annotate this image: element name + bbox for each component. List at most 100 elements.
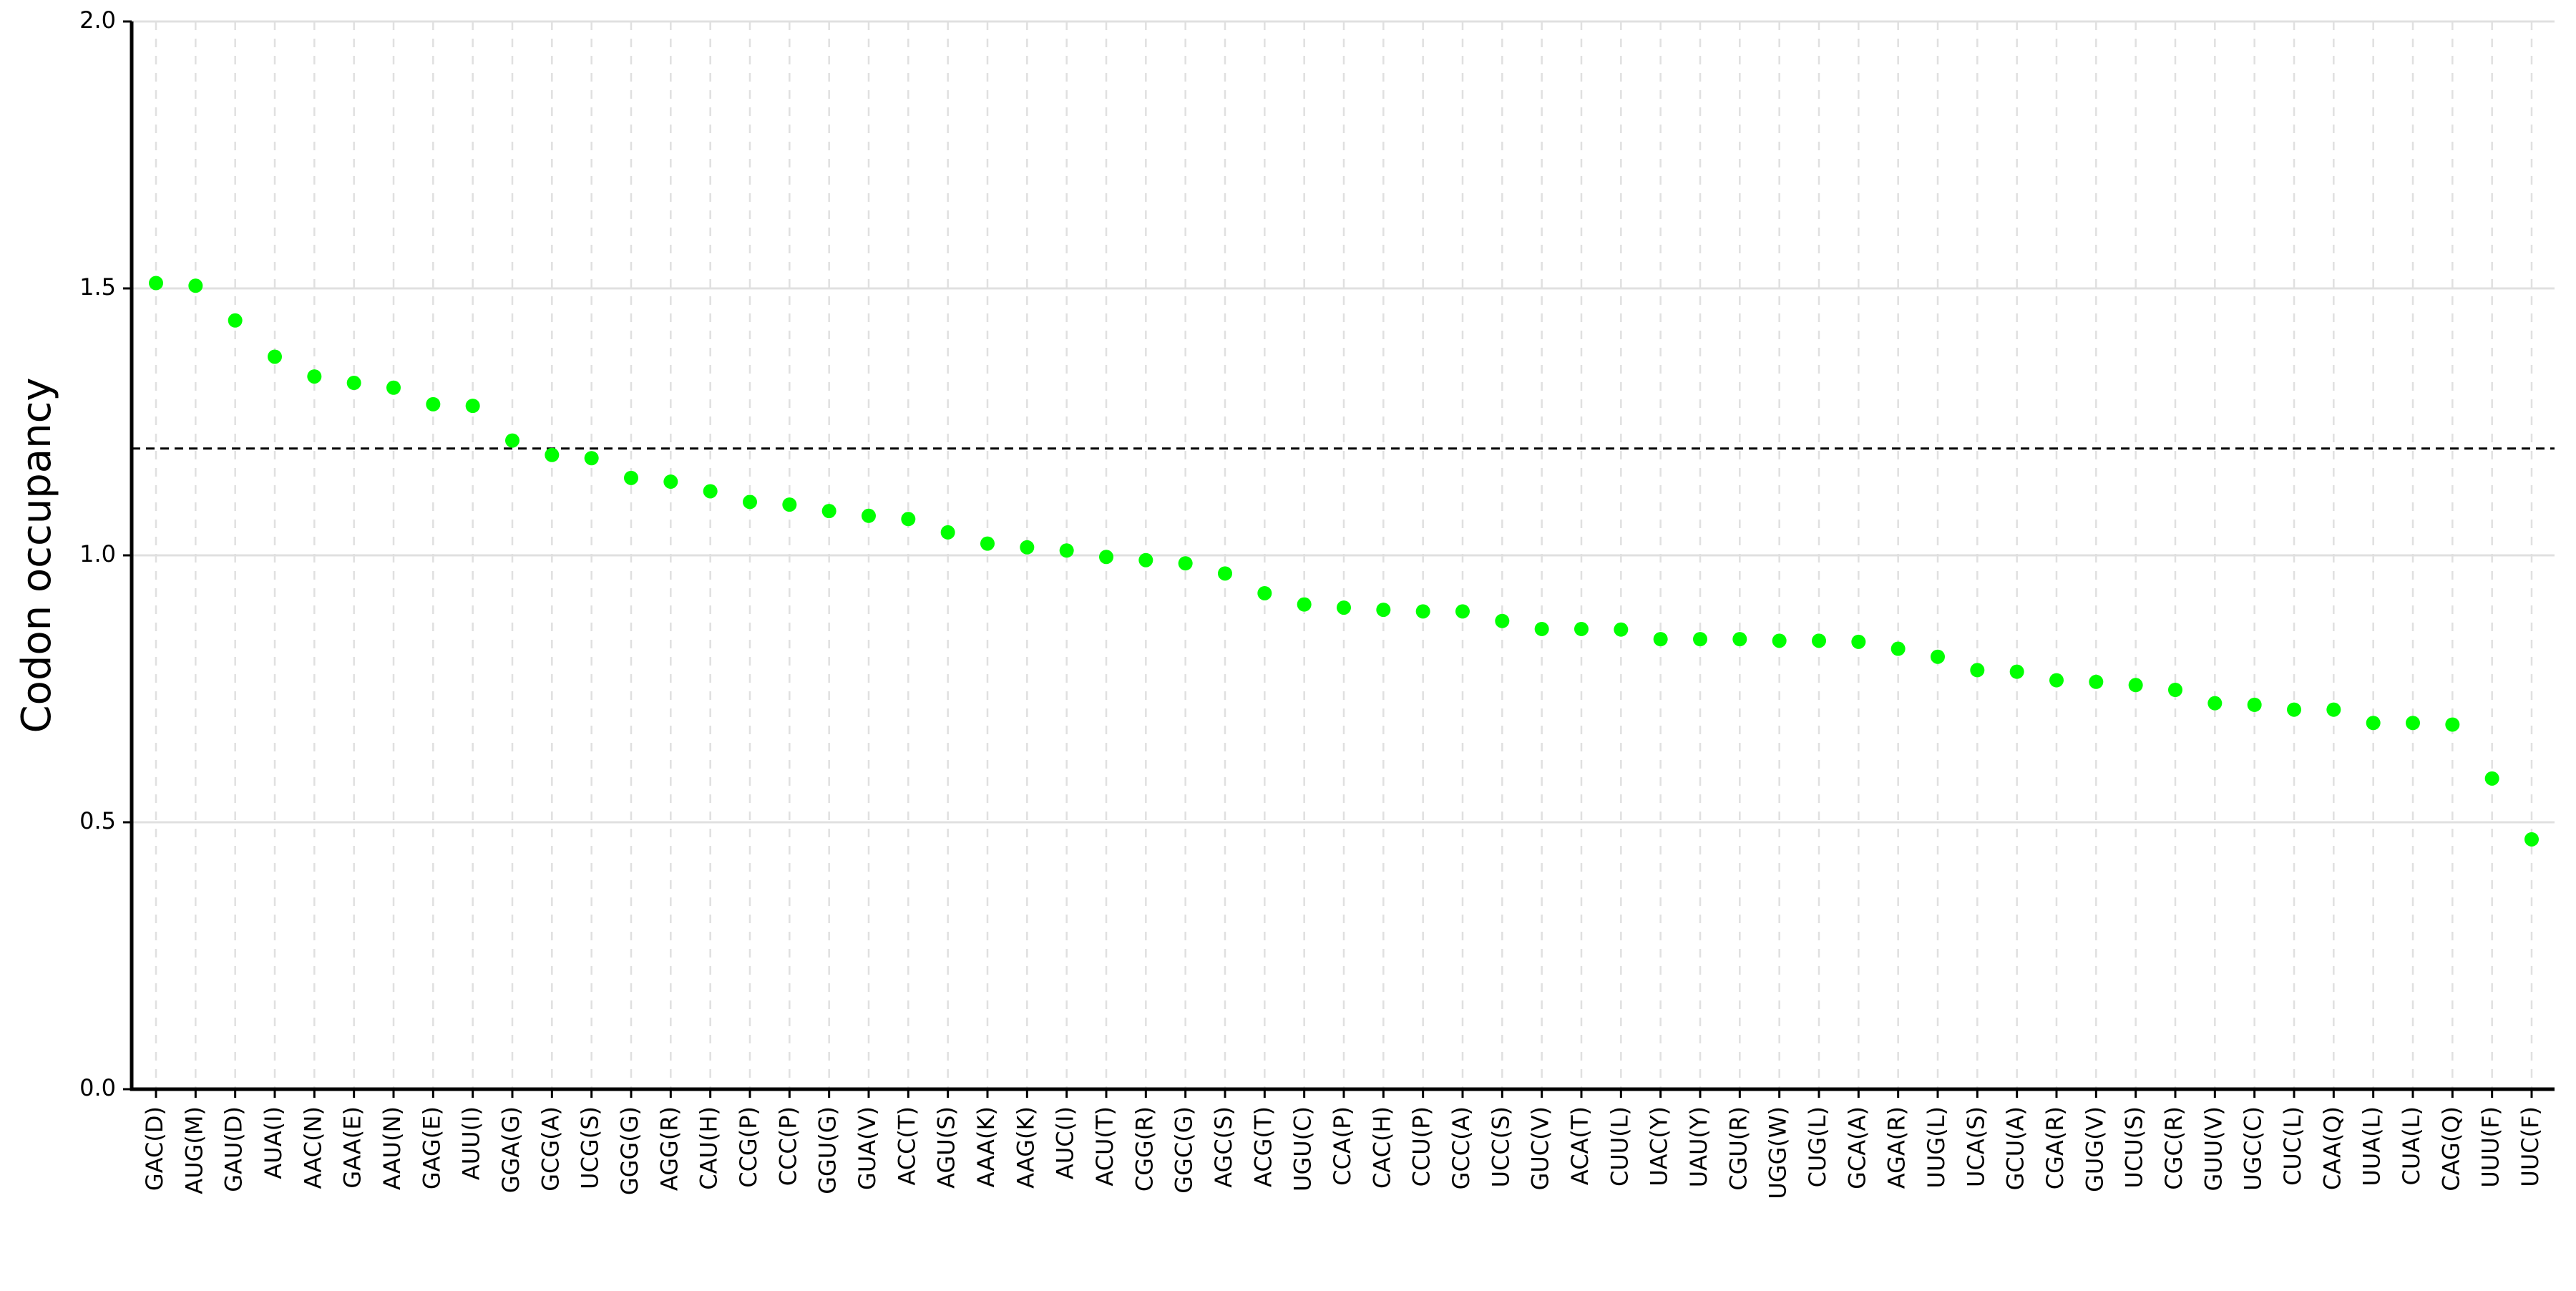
- x-tick-label: GGG(G): [616, 1106, 643, 1195]
- x-tick-label: CGA(R): [2041, 1106, 2069, 1189]
- x-tick-label: UUA(L): [2358, 1106, 2386, 1187]
- x-tick-label: GCG(A): [537, 1106, 564, 1192]
- point: [901, 512, 916, 527]
- x-tick-label: UCA(S): [1962, 1106, 1989, 1187]
- x-tick-label: GGA(G): [497, 1106, 525, 1193]
- point: [465, 399, 480, 414]
- point: [268, 349, 282, 364]
- x-tick-label: GCU(A): [2002, 1106, 2029, 1190]
- point: [663, 474, 678, 489]
- x-tick-label: AAU(N): [379, 1106, 406, 1190]
- x-tick-label: GUC(V): [1527, 1106, 1554, 1190]
- x-tick-label: GAC(D): [141, 1106, 168, 1191]
- x-tick-label: GAA(E): [339, 1106, 366, 1189]
- x-tick-label: AUU(I): [458, 1106, 485, 1180]
- x-tick-label: UUC(F): [2517, 1106, 2544, 1187]
- point: [1059, 543, 1074, 558]
- point: [1415, 604, 1430, 619]
- x-tick-label: UAC(Y): [1646, 1106, 1673, 1187]
- x-tick-label: CGG(R): [1131, 1106, 1158, 1192]
- point: [782, 497, 797, 512]
- x-tick-label: GUG(V): [2081, 1106, 2108, 1192]
- x-tick-label: CAA(Q): [2318, 1106, 2346, 1190]
- point: [1337, 600, 1351, 615]
- point: [1178, 556, 1193, 571]
- point: [2445, 717, 2460, 732]
- point: [980, 536, 995, 551]
- x-tick-label: GAG(E): [418, 1106, 445, 1189]
- point: [2168, 682, 2182, 697]
- y-tick-label: 1.5: [79, 273, 116, 301]
- point: [940, 525, 955, 540]
- x-tick-label: AGC(S): [1210, 1106, 1237, 1188]
- x-tick-label: UCG(S): [577, 1106, 604, 1189]
- point: [2287, 702, 2301, 717]
- point: [1970, 663, 1985, 678]
- point: [2524, 832, 2539, 847]
- point: [2326, 702, 2341, 717]
- point: [862, 508, 876, 523]
- point: [1732, 632, 1747, 647]
- point: [228, 313, 243, 328]
- point: [2128, 678, 2143, 693]
- point: [1851, 634, 1866, 649]
- point: [1812, 633, 1826, 648]
- point: [1614, 622, 1629, 637]
- point: [2484, 771, 2499, 786]
- x-tick-label: AUA(I): [260, 1106, 287, 1179]
- point: [2406, 716, 2420, 731]
- x-tick-label: UCU(S): [2121, 1106, 2148, 1188]
- point: [1455, 604, 1470, 619]
- x-tick-label: CUC(L): [2279, 1106, 2306, 1186]
- point: [1653, 632, 1668, 647]
- x-tick-label: UUU(F): [2477, 1106, 2504, 1188]
- x-tick-label: AAC(N): [299, 1106, 326, 1189]
- point: [2247, 697, 2262, 712]
- point: [743, 495, 757, 510]
- x-tick-label: CCG(P): [735, 1106, 762, 1188]
- point: [426, 396, 441, 411]
- point: [346, 376, 361, 391]
- x-tick-label: CGC(R): [2160, 1106, 2187, 1190]
- point: [1099, 550, 1113, 565]
- x-tick-label: CGU(R): [1724, 1106, 1752, 1191]
- x-tick-label: CUA(L): [2398, 1106, 2425, 1185]
- x-tick-label: AGA(R): [1883, 1106, 1911, 1189]
- x-tick-label: AGG(R): [655, 1106, 683, 1191]
- point: [1772, 633, 1787, 648]
- x-tick-label: ACC(T): [893, 1106, 920, 1186]
- x-tick-label: UAU(Y): [1685, 1106, 1712, 1187]
- y-tick-label: 2.0: [79, 6, 116, 34]
- point: [1138, 552, 1153, 567]
- point: [2049, 673, 2064, 688]
- x-tick-label: GUU(V): [2200, 1106, 2227, 1192]
- x-tick-label: GGC(G): [1171, 1106, 1198, 1194]
- x-tick-label: AUC(I): [1052, 1106, 1079, 1179]
- point: [1931, 649, 1945, 664]
- point: [1890, 641, 1906, 656]
- point: [1020, 540, 1035, 555]
- x-tick-label: CAU(H): [696, 1106, 723, 1190]
- point: [1218, 566, 1232, 581]
- point: [505, 433, 519, 448]
- y-tick-label: 0.0: [79, 1074, 116, 1101]
- point: [149, 276, 163, 291]
- point: [188, 278, 203, 293]
- x-tick-label: ACG(T): [1249, 1106, 1277, 1187]
- x-tick-label: AGU(S): [933, 1106, 960, 1189]
- point: [1534, 621, 1549, 636]
- point: [1376, 603, 1391, 618]
- x-tick-label: CUG(L): [1804, 1106, 1831, 1187]
- x-tick-label: GAU(D): [220, 1106, 248, 1192]
- x-tick-label: CAG(Q): [2437, 1106, 2464, 1192]
- point: [821, 504, 836, 519]
- x-tick-label: UCC(S): [1487, 1106, 1514, 1187]
- x-tick-label: CUU(L): [1606, 1106, 1633, 1187]
- point: [2089, 674, 2104, 689]
- point: [386, 380, 401, 395]
- x-tick-label: AUG(M): [180, 1106, 208, 1194]
- x-tick-label: CAC(H): [1368, 1106, 1395, 1189]
- y-tick-label: 1.0: [79, 540, 116, 567]
- point: [545, 447, 560, 462]
- x-tick-label: CCC(P): [774, 1106, 801, 1186]
